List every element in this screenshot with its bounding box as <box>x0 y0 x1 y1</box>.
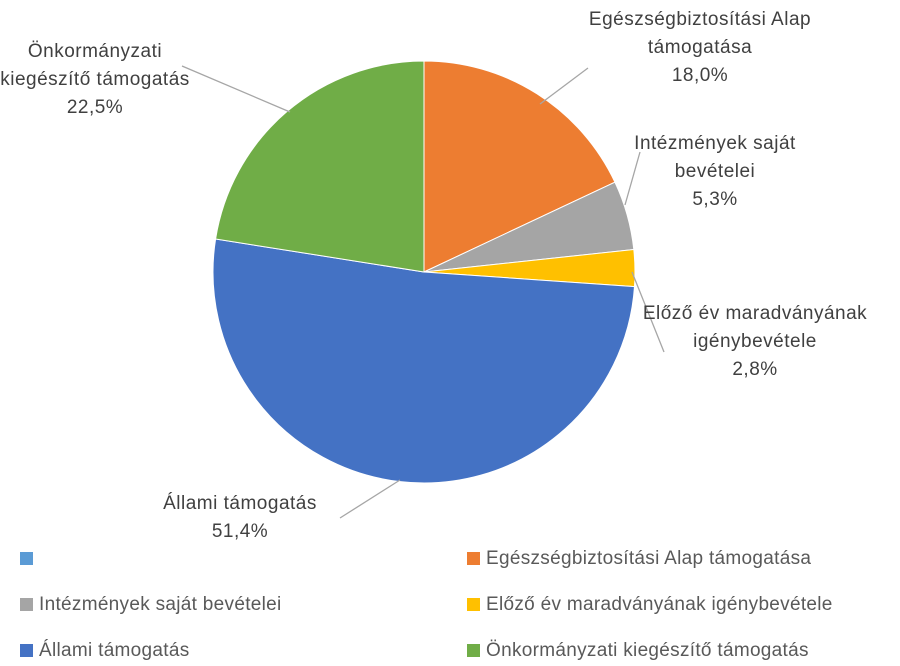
slice-value: 5,3% <box>692 189 738 210</box>
legend-label: Egészségbiztosítási Alap támogatása <box>486 548 812 569</box>
legend-label: Intézmények saját bevételei <box>39 594 282 615</box>
slice-label: Önkormányzati kiegészítő támogatás 22,5% <box>0 38 190 122</box>
legend-entry: Előző év maradványának igénybevétele <box>467 594 833 616</box>
legend-entry: Intézmények saját bevételei <box>20 594 282 616</box>
legend-swatch <box>20 552 33 565</box>
legend-label: Állami támogatás <box>39 640 190 661</box>
slice-category: Előző év maradványának igénybevétele <box>642 303 868 352</box>
legend-swatch <box>467 598 480 611</box>
slice-value: 18,0% <box>671 65 729 86</box>
legend-entry: Önkormányzati kiegészítő támogatás <box>467 640 809 662</box>
legend-entry: Egészségbiztosítási Alap támogatása <box>467 548 811 570</box>
legend-label: Előző év maradványának igénybevétele <box>486 594 833 615</box>
legend-label: Önkormányzati kiegészítő támogatás <box>486 640 809 661</box>
slice-label: Intézmények saját bevételei 5,3% <box>600 130 830 214</box>
slice-value: 22,5% <box>66 97 124 118</box>
slice-label: Előző év maradványának igénybevétele 2,8% <box>640 300 870 384</box>
legend-swatch <box>467 644 480 657</box>
legend-swatch <box>20 598 33 611</box>
pie-slice <box>215 60 425 273</box>
slice-category: Állami támogatás <box>163 493 317 514</box>
legend-entry: Állami támogatás <box>20 640 190 662</box>
legend-entry <box>20 548 39 570</box>
pie-slice <box>423 60 616 273</box>
slice-category: Egészségbiztosítási Alap támogatása <box>588 9 812 58</box>
slice-value: 2,8% <box>732 359 778 380</box>
leader-line <box>339 479 401 519</box>
slice-label: Egészségbiztosítási Alap támogatása 18,0% <box>560 6 840 90</box>
leader-line <box>624 151 641 206</box>
legend-swatch <box>467 552 480 565</box>
leader-line <box>539 67 589 105</box>
leader-line <box>631 271 665 353</box>
pie-slice <box>212 238 636 484</box>
slice-category: Intézmények saját bevételei <box>634 133 796 182</box>
legend-swatch <box>20 644 33 657</box>
leader-line <box>181 65 291 113</box>
slice-label: Állami támogatás 51,4% <box>100 490 380 546</box>
slice-category: Önkormányzati kiegészítő támogatás <box>0 41 190 90</box>
slice-value: 51,4% <box>211 521 269 542</box>
